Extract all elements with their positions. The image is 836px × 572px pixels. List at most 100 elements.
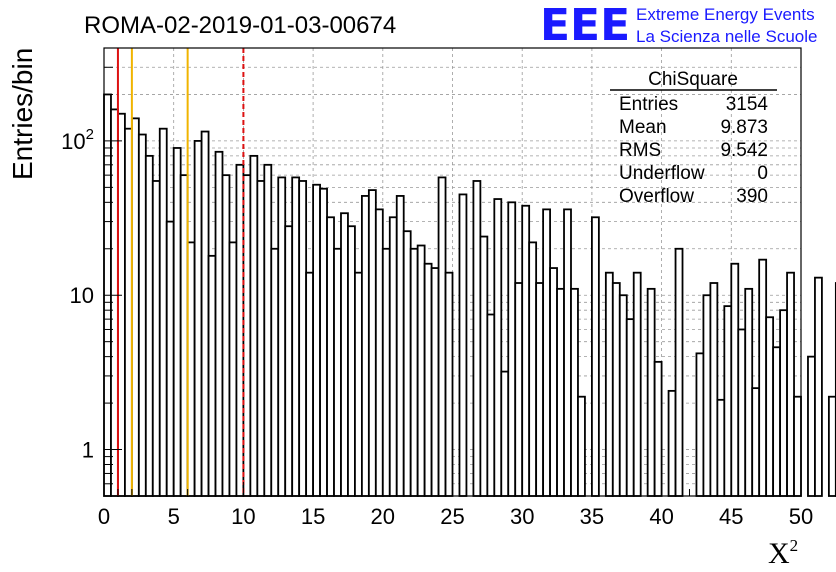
histogram-bar [514,282,524,497]
stats-row-value: 3154 [726,94,769,115]
x-axis-label: X2 [768,536,798,570]
x-tick-label: 40 [649,504,673,529]
eee-logo: EEE Extreme Energy Events La Scienza nel… [540,0,817,51]
histogram-bar [556,287,565,497]
histogram-bar [256,180,266,497]
histogram-bar [221,174,231,497]
histogram-bar [437,176,447,497]
chart-title: ROMA-02-2019-01-03-00674 [84,12,396,39]
stats-row-label: Entries [619,94,678,115]
histogram-bar [458,193,468,497]
histogram-bar [653,360,663,497]
histogram-bar [779,309,788,497]
histogram-bar [493,198,503,497]
histogram-bar [542,208,551,497]
histogram-bar [326,216,335,497]
stats-title: ChiSquare [648,69,738,90]
histogram-bar [347,225,356,497]
histogram-bar [591,216,600,497]
histogram-bar [340,212,349,497]
histogram-bar [402,230,412,497]
x-tick-label: 25 [440,504,464,529]
histogram-bar [395,195,405,497]
histogram-bar [144,154,154,497]
histogram-bar [354,271,363,497]
histogram-bar [751,387,761,497]
logo-line-1: Extreme Energy Events [636,5,815,24]
histogram-bar [291,176,301,497]
histogram-bar [367,189,377,497]
histogram-bar [158,127,168,497]
histogram-bar [270,247,280,497]
stats-row-value: 9.542 [720,140,768,161]
stats-row-label: Overflow [619,186,694,207]
x-tick-label: 10 [231,504,255,529]
histogram-bar [430,267,440,497]
histogram-bar [695,352,705,497]
histogram-bar [423,262,433,497]
stats-row-value: 0 [757,163,768,184]
histogram-bar [528,241,538,497]
histogram-bar [360,195,370,497]
histogram-bar [772,346,781,497]
histogram-bar [235,163,245,497]
histogram-bar [486,313,496,497]
histogram-bar [242,174,252,497]
histogram-bar [319,187,328,497]
histogram-bar [249,154,259,497]
histogram-bar [709,282,719,497]
x-tick-label: 30 [510,504,534,529]
histogram-bar [604,271,614,497]
histogram-bar [277,176,287,497]
y-tick-label: 1 [82,438,94,463]
histogram-bar [500,370,510,497]
stats-box: ChiSquare Entries 3154 Mean 9.873 RMS 9.542 Un… [610,69,777,207]
histogram-bar [632,271,642,497]
histogram-bar [618,294,628,497]
x-tick-label: 15 [301,504,325,529]
histogram-bar [667,389,677,497]
histogram-bar [472,180,482,497]
histogram-bar [137,133,147,497]
histogram-bar [535,282,545,497]
histogram-bar [130,117,140,497]
histogram-bar [549,267,558,497]
histogram-bar [179,174,189,497]
stats-row-label: Underflow [619,163,705,184]
histogram-bar [807,355,816,497]
stats-rows: Entries 3154 Mean 9.873 RMS 9.542 Underflow 0 Ov… [619,94,768,207]
x-axis-label-superscript: 2 [790,536,799,555]
histogram-bar [172,147,182,497]
histogram-bar [298,180,308,497]
x-axis: 0 5 10 15 20 25 30 35 40 45 50 [98,482,813,529]
histogram-bar [444,271,454,497]
histogram-bar [214,150,224,497]
histogram-bar [263,163,273,497]
x-tick-label: 0 [98,504,110,529]
histogram-bar [388,216,398,497]
x-axis-label-base: X [768,537,790,570]
histogram-bar [563,208,572,497]
threshold-lines [116,48,245,496]
histogram-bar [200,130,210,497]
histogram-bar [611,282,621,497]
histogram-bar [716,398,726,497]
histogram-bar [117,112,126,497]
histogram-bar [758,258,768,497]
stats-row-value: 390 [736,186,768,207]
histogram-bar [124,127,133,497]
histogram-bar [479,235,489,497]
histogram-bar [702,294,712,497]
x-tick-label: 20 [371,504,395,529]
histogram-bar [723,305,733,497]
histogram-bar [507,201,517,497]
histogram-bar [674,247,684,497]
histogram-bar [786,271,795,497]
histogram-bar [305,271,315,497]
histogram-bar [737,328,747,497]
histogram-bar [730,262,740,497]
histogram-bar [284,225,294,497]
stats-row-label: Mean [619,117,667,138]
x-tick-label: 50 [789,504,813,529]
histogram-bar [312,183,321,497]
